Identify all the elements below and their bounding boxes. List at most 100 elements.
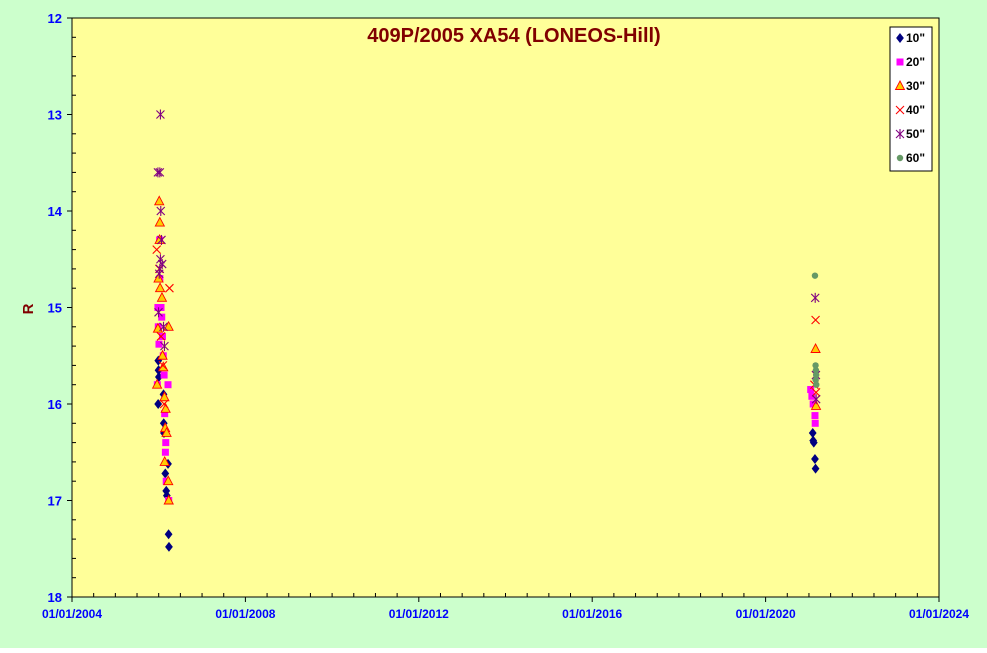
data-point bbox=[154, 268, 164, 279]
data-point bbox=[811, 463, 820, 474]
legend-marker bbox=[895, 129, 905, 139]
data-point bbox=[811, 272, 819, 279]
y-tick-label: 14 bbox=[48, 204, 63, 219]
x-tick-label: 01/01/2008 bbox=[215, 607, 275, 621]
data-point bbox=[157, 234, 166, 245]
y-tick-label: 17 bbox=[48, 494, 62, 509]
data-point bbox=[159, 399, 169, 409]
x-tick-label: 01/01/2020 bbox=[736, 607, 796, 621]
legend-label: 40" bbox=[906, 103, 925, 117]
data-point bbox=[160, 341, 169, 352]
plot-area bbox=[71, 17, 940, 598]
data-point bbox=[155, 340, 163, 348]
data-point bbox=[154, 399, 163, 409]
data-point bbox=[812, 362, 819, 369]
legend-item: 20" bbox=[896, 55, 925, 69]
y-tick-label: 15 bbox=[48, 301, 62, 316]
data-point bbox=[165, 541, 173, 552]
data-point bbox=[812, 367, 820, 374]
legend-box bbox=[889, 26, 933, 172]
legend-label: 10" bbox=[906, 31, 925, 45]
data-point bbox=[811, 454, 819, 464]
data-point bbox=[158, 332, 166, 340]
data-point bbox=[161, 426, 172, 437]
data-point bbox=[158, 361, 168, 370]
data-point bbox=[163, 475, 174, 486]
data-point bbox=[154, 282, 166, 293]
legend-label: 20" bbox=[906, 55, 925, 69]
data-point bbox=[155, 167, 165, 178]
x-tick-label: 01/01/2024 bbox=[909, 607, 969, 621]
data-point bbox=[813, 381, 820, 388]
data-point bbox=[156, 206, 166, 216]
data-point bbox=[153, 272, 164, 283]
data-point bbox=[153, 195, 165, 206]
legend-item: 50" bbox=[895, 127, 925, 141]
data-point bbox=[812, 376, 819, 384]
data-point bbox=[812, 371, 820, 379]
x-tick-label: 01/01/2012 bbox=[389, 607, 449, 621]
legend-marker bbox=[896, 33, 904, 43]
x-tick-label: 01/01/2004 bbox=[42, 607, 102, 621]
legend-marker bbox=[895, 105, 905, 115]
data-point bbox=[810, 399, 822, 410]
axes: 12 13 14 15 16 17 18 01/01/2004 01/01/2008 01/01/… bbox=[42, 11, 969, 621]
chart-title: 409P/2005 XA54 (LONEOS-Hill) bbox=[367, 25, 660, 47]
data-point bbox=[156, 109, 165, 120]
legend-marker bbox=[896, 154, 904, 162]
data-points bbox=[151, 109, 822, 552]
y-tick-label: 12 bbox=[48, 11, 62, 26]
y-axis-label: R bbox=[20, 303, 37, 314]
data-point bbox=[165, 283, 174, 293]
data-point bbox=[810, 292, 820, 303]
legend-item: 60" bbox=[896, 151, 925, 165]
legend-label: 30" bbox=[906, 79, 925, 93]
legend: 10" 20" 30" 40" 50" 60" bbox=[889, 26, 933, 172]
y-tick-label: 16 bbox=[48, 397, 62, 412]
legend-marker bbox=[896, 58, 904, 66]
data-point bbox=[811, 412, 819, 420]
legend-item: 10" bbox=[896, 31, 925, 45]
data-point bbox=[164, 381, 172, 389]
data-point bbox=[153, 167, 163, 178]
data-point bbox=[811, 388, 821, 397]
legend-label: 60" bbox=[906, 151, 925, 165]
y-tick-label: 13 bbox=[48, 108, 62, 123]
series-6 bbox=[811, 272, 820, 388]
data-point bbox=[162, 439, 170, 447]
data-point bbox=[163, 320, 174, 331]
data-point bbox=[808, 392, 816, 400]
data-point bbox=[156, 291, 168, 302]
legend-marker bbox=[894, 80, 906, 90]
data-point bbox=[811, 419, 819, 427]
data-point bbox=[151, 378, 163, 389]
data-point bbox=[811, 315, 820, 325]
data-point bbox=[807, 386, 815, 394]
legend-item: 30" bbox=[894, 79, 925, 93]
data-point bbox=[158, 313, 166, 321]
data-point bbox=[157, 304, 165, 311]
x-tick-label: 01/01/2016 bbox=[562, 607, 622, 621]
data-point bbox=[156, 332, 166, 341]
data-point bbox=[163, 494, 174, 505]
data-point bbox=[160, 371, 168, 379]
data-point bbox=[164, 529, 173, 540]
legend-label: 50" bbox=[906, 127, 925, 141]
data-point bbox=[159, 391, 170, 402]
data-point bbox=[152, 245, 162, 254]
data-point bbox=[154, 216, 166, 227]
data-point bbox=[809, 437, 818, 448]
data-point bbox=[154, 307, 163, 318]
data-point bbox=[810, 343, 821, 353]
data-point bbox=[161, 448, 169, 456]
data-point bbox=[811, 394, 821, 405]
data-point bbox=[157, 349, 168, 360]
data-point bbox=[809, 400, 817, 408]
data-point bbox=[159, 321, 168, 332]
y-tick-label: 18 bbox=[48, 590, 62, 605]
data-point bbox=[161, 410, 169, 418]
legend-item: 40" bbox=[895, 103, 925, 117]
data-point bbox=[159, 455, 170, 466]
